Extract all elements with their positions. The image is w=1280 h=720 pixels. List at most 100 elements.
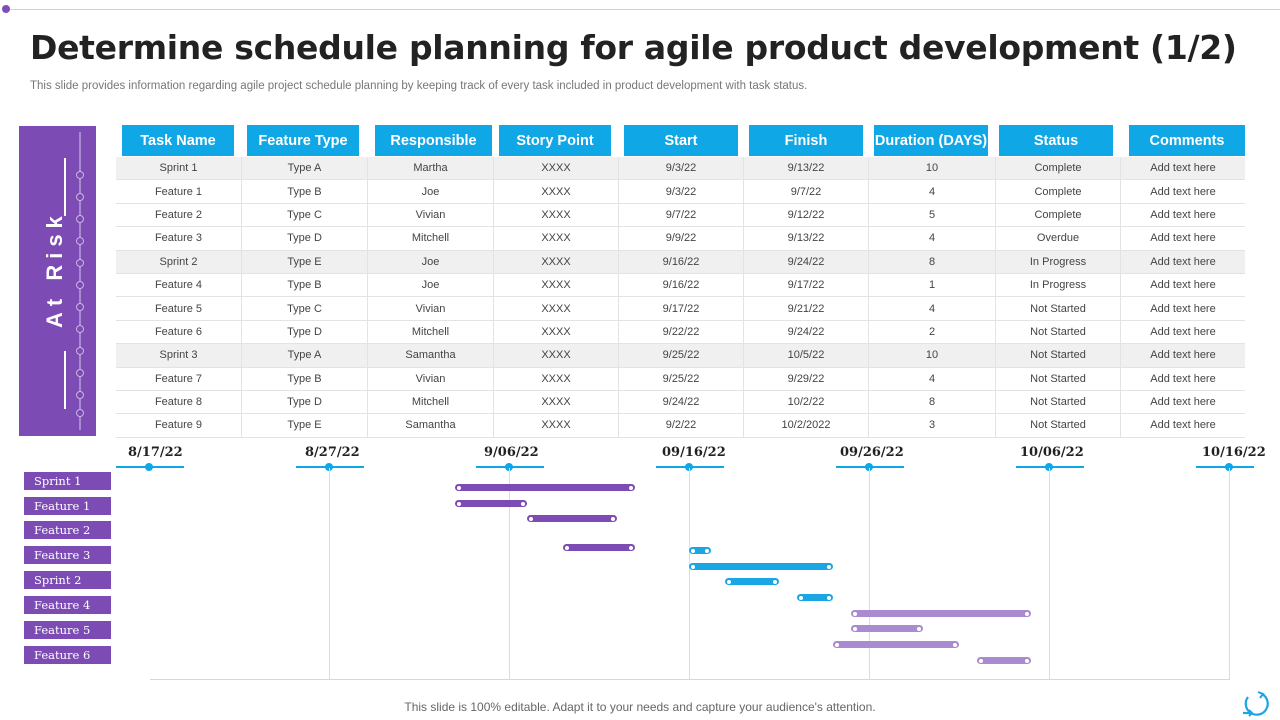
- cell-task: Feature 6: [154, 325, 203, 338]
- cell-finish: 9/12/22: [743, 203, 868, 227]
- gantt-bar: [725, 578, 779, 585]
- cell-duration: 4: [868, 367, 995, 390]
- gantt-bar: [689, 563, 833, 570]
- cell-duration: 4: [868, 227, 995, 250]
- cell-feature-type: Type A: [241, 157, 367, 180]
- cell-task: Sprint 3: [159, 349, 198, 362]
- gantt-task-label: Feature 1: [24, 497, 111, 515]
- cell-start: 9/16/22: [618, 273, 743, 297]
- cell-duration: 1: [868, 273, 995, 297]
- cell-start: 9/3/22: [618, 180, 743, 203]
- cell-task: Feature 4: [154, 279, 203, 292]
- axis-dot: [505, 463, 513, 471]
- axis-date-label: 8/27/22: [305, 445, 360, 460]
- cell-feature-type: Type C: [241, 203, 367, 227]
- axis-dot: [865, 463, 873, 471]
- cell-comments: Add text here: [1120, 390, 1245, 414]
- header-duration: Duration (DAYS): [874, 125, 988, 156]
- gantt-bar: [527, 515, 617, 522]
- cell-story-point: XXXX: [493, 203, 618, 227]
- cell-story-point: XXXX: [493, 180, 618, 203]
- table-row: Feature 3 Type D Mitchell XXXX 9/9/22 9/13/22…: [116, 227, 1245, 251]
- cell-responsible: Vivian: [367, 367, 493, 390]
- gantt-baseline: [150, 679, 1230, 680]
- cell-responsible: Mitchell: [367, 320, 493, 344]
- cell-start: 9/16/22: [618, 250, 743, 273]
- cell-finish: 9/7/22: [743, 180, 868, 203]
- axis-date-label: 9/06/22: [484, 445, 539, 460]
- cell-task: Feature 9: [154, 419, 203, 432]
- cell-status: Complete: [995, 157, 1120, 180]
- cell-story-point: XXXX: [493, 344, 618, 367]
- cell-duration: 8: [868, 250, 995, 273]
- cell-feature-type: Type E: [241, 414, 367, 437]
- refresh-icon: [1243, 691, 1269, 717]
- rail-knob: [76, 347, 84, 355]
- cell-feature-type: Type D: [241, 320, 367, 344]
- gantt-gridline: [1229, 468, 1230, 680]
- cell-duration: 10: [868, 344, 995, 367]
- cell-responsible: Mitchell: [367, 227, 493, 250]
- axis-date-label: 10/16/22: [1202, 445, 1266, 460]
- cell-task: Feature 2: [154, 208, 203, 221]
- gantt-task-label: Feature 3: [24, 546, 111, 564]
- rail-knob: [76, 193, 84, 201]
- cell-story-point: XXXX: [493, 227, 618, 250]
- cell-feature-type: Type D: [241, 390, 367, 414]
- cell-duration: 10: [868, 157, 995, 180]
- cell-responsible: Vivian: [367, 297, 493, 320]
- panel-accent-line: [64, 158, 66, 216]
- at-risk-label: At Risk: [42, 210, 67, 328]
- cell-task: Sprint 1: [159, 162, 198, 175]
- cell-responsible: Joe: [367, 273, 493, 297]
- cell-comments: Add text here: [1120, 367, 1245, 390]
- gantt-bar: [851, 610, 1031, 617]
- cell-finish: 9/24/22: [743, 320, 868, 344]
- gantt-task-label: Feature 4: [24, 596, 111, 614]
- cell-duration: 5: [868, 203, 995, 227]
- cell-duration: 4: [868, 180, 995, 203]
- rail-knob: [76, 171, 84, 179]
- gantt-gridline: [509, 468, 510, 680]
- cell-status: Overdue: [995, 227, 1120, 250]
- gantt-bar: [851, 625, 923, 632]
- gantt-bar: [833, 641, 959, 648]
- cell-status: Complete: [995, 180, 1120, 203]
- table-row: Feature 8 Type D Mitchell XXXX 9/24/22 10/2/2…: [116, 390, 1245, 415]
- header-start: Start: [624, 125, 738, 156]
- page-title: Determine schedule planning for agile pr…: [30, 28, 1237, 67]
- gantt-bar: [689, 547, 711, 554]
- cell-start: 9/7/22: [618, 203, 743, 227]
- cell-responsible: Joe: [367, 250, 493, 273]
- at-risk-panel: At Risk: [19, 126, 96, 436]
- cell-finish: 9/24/22: [743, 250, 868, 273]
- gantt-gridline: [869, 468, 870, 680]
- cell-status: In Progress: [995, 250, 1120, 273]
- header-status: Status: [999, 125, 1113, 156]
- axis-dot: [685, 463, 693, 471]
- cell-story-point: XXXX: [493, 390, 618, 414]
- axis-date-label: 8/17/22: [128, 445, 183, 460]
- rail-knob: [76, 303, 84, 311]
- header-story-point: Story Point: [499, 125, 611, 156]
- cell-start: 9/2/22: [618, 414, 743, 437]
- cell-start: 9/25/22: [618, 367, 743, 390]
- cell-task: Feature 3: [154, 232, 203, 245]
- cell-comments: Add text here: [1120, 203, 1245, 227]
- axis-date-label: 09/26/22: [840, 445, 904, 460]
- rail-knob: [76, 409, 84, 417]
- cell-start: 9/22/22: [618, 320, 743, 344]
- cell-start: 9/24/22: [618, 390, 743, 414]
- rail-knob: [76, 391, 84, 399]
- axis-dot: [1045, 463, 1053, 471]
- rail-knob: [76, 281, 84, 289]
- schedule-table: Sprint 1 Type A Martha XXXX 9/3/22 9/13/22 10 C…: [116, 157, 1245, 438]
- top-rule: [8, 9, 1280, 10]
- cell-finish: 9/13/22: [743, 157, 868, 180]
- cell-duration: 2: [868, 320, 995, 344]
- cell-status: Not Started: [995, 414, 1120, 437]
- axis-dot: [145, 463, 153, 471]
- cell-finish: 10/5/22: [743, 344, 868, 367]
- gantt-task-label: Sprint 2: [24, 571, 111, 589]
- gantt-gridline: [1049, 468, 1050, 680]
